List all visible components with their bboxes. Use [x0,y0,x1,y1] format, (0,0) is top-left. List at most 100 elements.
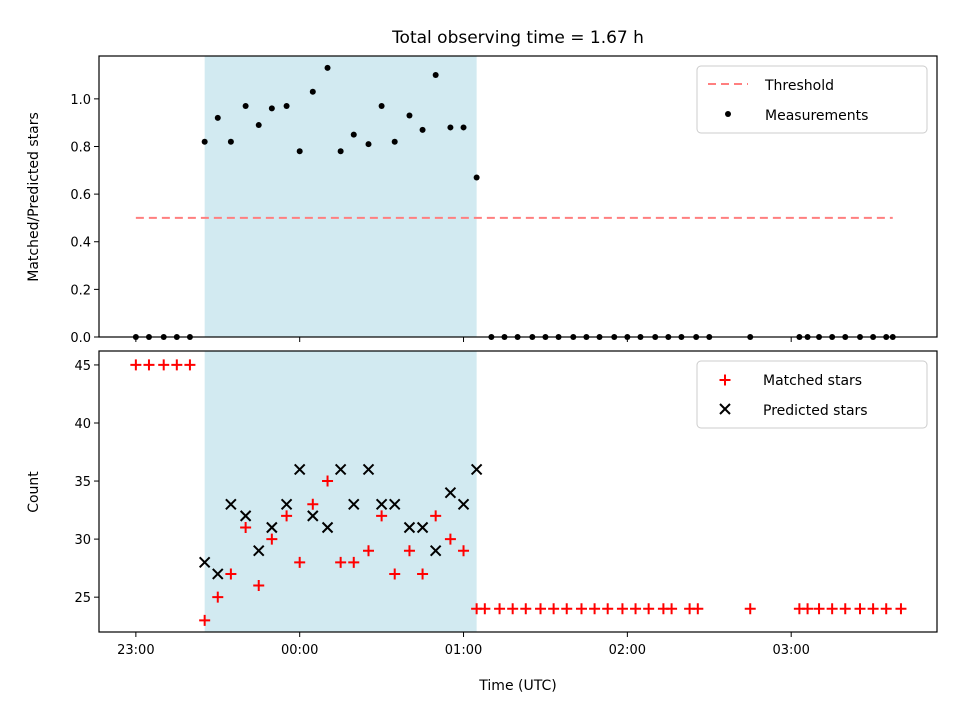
top-y-tick-label: 0.0 [70,331,91,346]
matched-star-point [307,498,319,510]
matched-star-point [266,533,278,545]
chart-title: Total observing time = 1.67 h [391,28,644,48]
bottom-observing-interval [204,351,477,632]
bottom-x-tick-label: 03:00 [772,643,809,658]
predicted-star-point [403,521,416,534]
measurement-point [309,88,316,95]
legend-predicted-swatch [719,403,731,415]
measurement-point [460,124,467,131]
predicted-star-point [444,486,457,499]
predicted-star-point [266,521,278,534]
matched-star-point [520,603,532,615]
matched-star-point [430,510,442,522]
bottom-y-axis-label: Count [26,471,42,513]
measurement-point [337,148,344,155]
predicted-star-point [389,498,401,510]
matched-star-point [253,580,265,592]
measurement-point [255,122,262,129]
predicted-star-point [334,463,347,476]
measurement-point [268,105,275,112]
top-y-axis-label: Matched/Predicted stars [26,112,42,282]
top-y-tick-label: 0.4 [70,236,91,251]
matched-star-point [143,359,155,371]
matched-star-point [548,603,560,615]
matched-star-point [479,603,491,615]
matched-star-point [839,603,851,615]
matched-star-point [417,568,429,580]
bottom-x-tick-label: 23:00 [117,643,154,658]
matched-star-point [376,510,388,522]
bottom-y-tick-label: 30 [74,533,91,548]
matched-star-point [692,603,704,615]
matched-star-point [240,521,252,533]
matched-star-point [535,603,547,615]
matched-star-point [225,568,237,580]
matched-star-point [184,359,196,371]
matched-star-point [130,359,142,371]
legend-matched-swatch [719,374,731,386]
predicted-star-point [239,510,252,522]
matched-star-point [666,603,678,615]
matched-star-point [602,603,614,615]
predicted-star-point [429,545,442,557]
measurement-point [324,64,331,71]
predicted-star-point [362,463,375,476]
matched-star-point [281,510,293,522]
measurement-point [365,141,372,148]
matched-star-point [363,545,375,557]
measurement-point [406,112,413,119]
measurement-point [473,174,480,181]
predicted-star-point [416,521,429,534]
bottom-y-tick-label: 25 [74,591,91,606]
matched-star-point [895,603,907,615]
top-observing-interval [204,56,477,337]
matched-star-point [212,591,224,603]
measurement-point [419,126,426,133]
predicted-star-point [307,510,319,522]
bottom-y-tick-label: 40 [74,417,91,432]
bottom-panel-frame [98,350,938,633]
measurement-point [350,131,357,138]
measurement-point [432,72,439,79]
matched-star-point [322,475,334,487]
predicted-star-point [348,498,360,510]
top-y-tick-label: 1.0 [70,93,91,108]
legend-threshold-label: Threshold [764,78,834,94]
matched-star-point [335,556,347,568]
matched-star-point [867,603,879,615]
matched-star-point [494,603,506,615]
top-panel: 0.0 0.2 0.4 0.6 0.8 1.0 Threshold Measurements [70,55,938,346]
measurement-point [242,103,249,110]
bottom-y-tick-label: 45 [74,359,91,374]
measurement-point [214,114,221,121]
bottom-x-tick-label: 01:00 [445,643,482,658]
bottom-y-tick-label: 35 [74,475,91,490]
bottom-x-tick-label: 00:00 [281,643,318,658]
top-legend-box [696,65,928,134]
measurement-point [447,124,454,131]
top-y-tick-label: 0.8 [70,140,91,155]
matched-star-point [158,359,170,371]
matched-star-point [589,603,601,615]
top-y-tick-label: 0.2 [70,283,91,298]
legend-measurements-label: Measurements [765,108,868,124]
measurement-point [378,103,385,110]
measurement-point [283,103,290,110]
matched-star-point [813,603,825,615]
top-y-tick-label: 0.6 [70,188,91,203]
legend-matched-label: Matched stars [763,373,862,389]
bottom-legend-box [696,360,928,429]
matched-star-point [616,603,628,615]
matched-star-point [199,614,211,626]
bottom-x-tick-label: 02:00 [609,643,646,658]
predicted-star-point [470,463,483,476]
bottom-panel: 25 30 35 40 45 23:00 00:00 01:00 02:00 03:00 Match… [74,350,938,658]
measurement-point [201,138,208,145]
matched-star-point [643,603,655,615]
matched-star-point [444,533,456,545]
measurement-point [227,138,234,145]
predicted-star-point [225,498,237,510]
measurement-point [391,138,398,145]
predicted-star-point [212,568,224,580]
